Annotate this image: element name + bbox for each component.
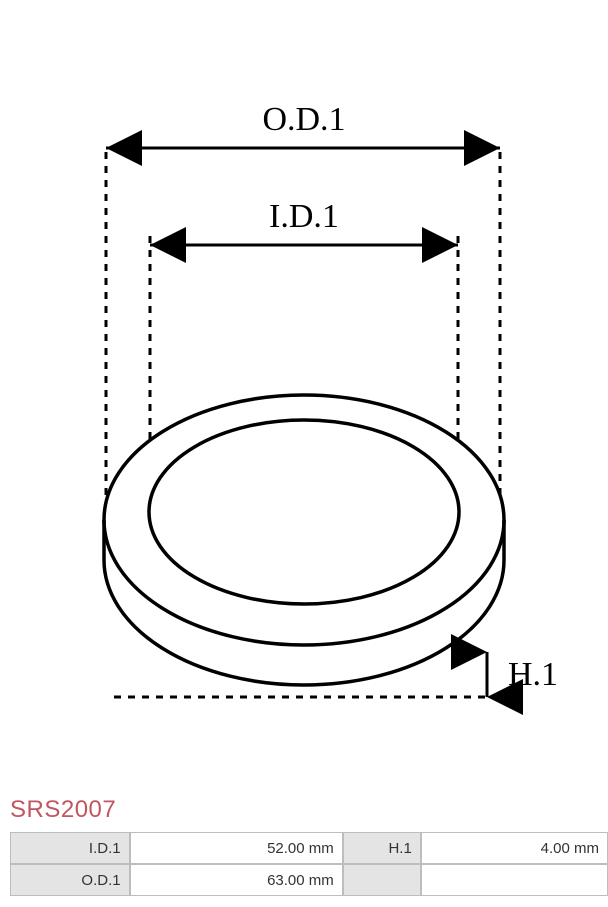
spec-label: I.D.1 bbox=[10, 832, 130, 864]
table-row: I.D.1 52.00 mm H.1 4.00 mm bbox=[10, 832, 608, 864]
product-title: SRS2007 bbox=[0, 790, 608, 832]
specs-table: I.D.1 52.00 mm H.1 4.00 mm O.D.1 63.00 m… bbox=[0, 832, 608, 896]
spec-label: H.1 bbox=[343, 832, 421, 864]
technical-diagram: O.D.1 I.D.1 H.1 bbox=[0, 0, 608, 790]
spec-value bbox=[421, 864, 608, 896]
h-label: H.1 bbox=[508, 656, 558, 693]
ring-inner-top bbox=[149, 420, 459, 604]
id-label: I.D.1 bbox=[269, 198, 339, 235]
table-row: O.D.1 63.00 mm bbox=[10, 864, 608, 896]
spec-label bbox=[343, 864, 421, 896]
diagram-svg: O.D.1 I.D.1 H.1 bbox=[0, 0, 608, 790]
od-label: O.D.1 bbox=[262, 101, 345, 138]
spec-value: 4.00 mm bbox=[421, 832, 608, 864]
spec-label: O.D.1 bbox=[10, 864, 130, 896]
spec-value: 52.00 mm bbox=[130, 832, 343, 864]
spec-value: 63.00 mm bbox=[130, 864, 343, 896]
